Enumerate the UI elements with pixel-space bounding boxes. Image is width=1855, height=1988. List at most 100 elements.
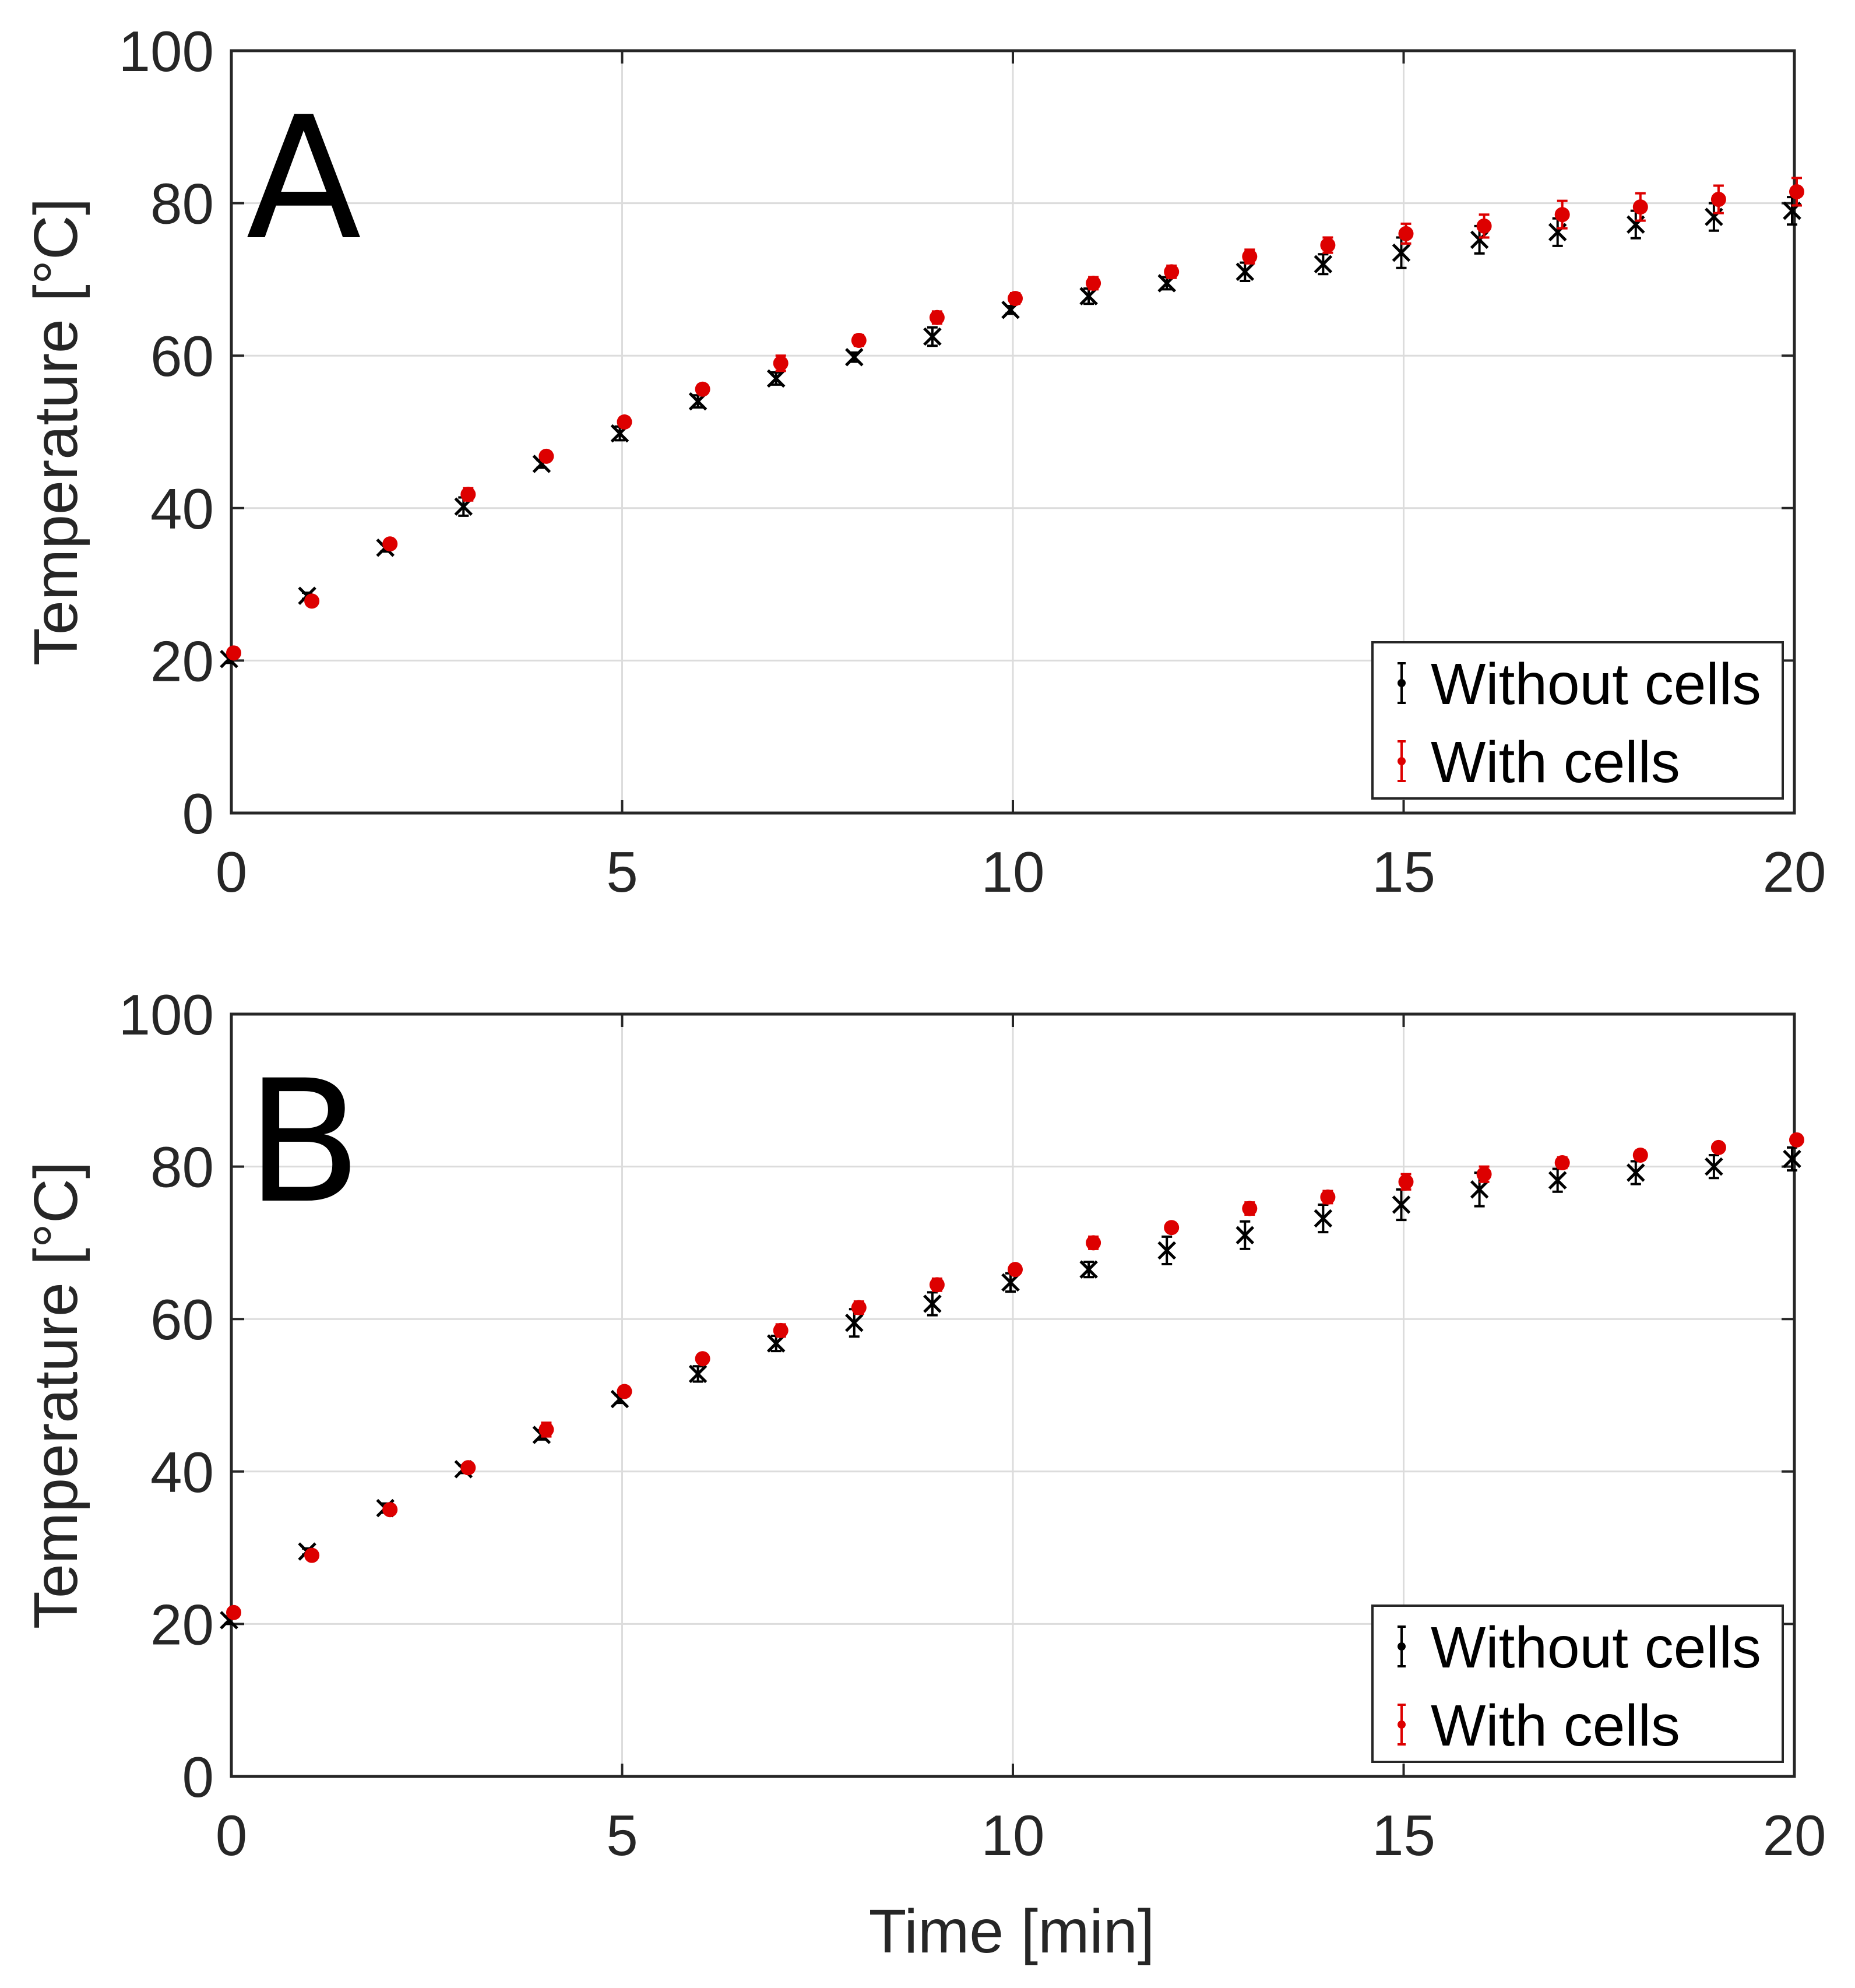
panel-a-y-tick-label: 0 — [182, 782, 214, 846]
panel-a-x-tick-label: 15 — [1372, 840, 1435, 904]
data-point-with-cells — [773, 356, 789, 371]
panel-b-y-tick-label: 80 — [150, 1135, 214, 1199]
panel-b-legend: Without cells With cells — [1371, 1605, 1784, 1763]
data-point-with-cells — [382, 1502, 398, 1518]
data-point-without-cells — [1548, 1171, 1567, 1190]
legend-marker-with-cells — [1398, 740, 1406, 782]
panel-a-chart: 0 5 10 15 20 0 20 40 60 80 100 Temperature [°C] A Wit… — [22, 19, 1826, 904]
panel-b-panel-label: B — [246, 1044, 362, 1241]
panel-b-x-tick-label: 15 — [1372, 1803, 1435, 1867]
data-point-without-cells — [1236, 262, 1255, 282]
panel-b-series-with-cells — [226, 1132, 1804, 1620]
panel-a-y-axis-title: Temperature [°C] — [22, 198, 90, 666]
data-point-with-cells — [1242, 249, 1258, 265]
panel-b-y-tick-label: 60 — [150, 1287, 214, 1352]
panel-b-legend-box — [1371, 1605, 1784, 1763]
data-point-with-cells — [1242, 1201, 1258, 1216]
data-point-with-cells — [538, 1421, 554, 1437]
data-point-without-cells — [1314, 255, 1333, 274]
data-point-with-cells — [1320, 1189, 1336, 1205]
panel-a-x-tick-label: 0 — [216, 840, 248, 904]
data-point-with-cells — [617, 414, 632, 430]
data-point-with-cells — [695, 381, 710, 397]
panel-a-legend: Without cells With cells — [1371, 641, 1784, 800]
data-point-without-cells — [1705, 1157, 1723, 1176]
data-point-with-cells — [1164, 1220, 1180, 1236]
data-point-with-cells — [851, 333, 867, 349]
data-point-without-cells — [766, 369, 786, 388]
data-point-without-cells — [1783, 1149, 1801, 1169]
data-point-without-cells — [1470, 1180, 1489, 1199]
panel-a-y-tick-label: 100 — [118, 19, 214, 83]
panel-b-chart: 0 5 10 15 20 0 20 40 60 80 100 Temperature [°C] B Wit… — [22, 983, 1826, 1867]
data-point-with-cells — [1554, 207, 1570, 223]
data-point-without-cells — [1627, 1163, 1645, 1182]
data-point-with-cells — [1632, 199, 1648, 215]
data-point-without-cells — [1079, 1260, 1098, 1279]
data-point-with-cells — [929, 1277, 945, 1293]
legend-marker-without-cells — [1398, 662, 1406, 704]
panel-a-x-tick-label: 5 — [606, 840, 638, 904]
data-point-without-cells — [1236, 1226, 1255, 1245]
data-point-with-cells — [226, 1605, 241, 1620]
data-point-with-cells — [929, 309, 945, 325]
panel-b-y-tick-label: 40 — [150, 1440, 214, 1504]
data-point-with-cells — [460, 487, 476, 502]
panel-b-y-tick-label: 20 — [150, 1592, 214, 1656]
data-point-with-cells — [617, 1384, 632, 1399]
legend-label-with-cells: With cells — [1431, 1693, 1680, 1758]
panel-a-y-tick-label: 40 — [150, 477, 214, 541]
panel-a-panel-label: A — [246, 81, 362, 277]
data-point-with-cells — [1476, 218, 1492, 234]
panel-a-y-tick-label: 60 — [150, 324, 214, 388]
data-point-with-cells — [1710, 1139, 1726, 1155]
data-point-with-cells — [304, 1547, 320, 1563]
data-point-with-cells — [1632, 1147, 1648, 1163]
panel-a-x-tick-label: 10 — [981, 840, 1044, 904]
data-point-with-cells — [1789, 1132, 1804, 1148]
panel-a-x-tick-label: 20 — [1762, 840, 1826, 904]
panel-b-x-tick-label: 0 — [216, 1803, 248, 1867]
legend-marker-with-cells — [1398, 1704, 1406, 1746]
data-point-with-cells — [1008, 1262, 1023, 1278]
data-point-with-cells — [695, 1351, 710, 1367]
legend-label-without-cells: Without cells — [1431, 652, 1761, 717]
data-point-with-cells — [1398, 226, 1414, 241]
data-point-with-cells — [1008, 291, 1023, 307]
legend-label-without-cells: Without cells — [1431, 1615, 1761, 1680]
data-point-with-cells — [304, 593, 320, 609]
data-point-with-cells — [1710, 192, 1726, 207]
data-point-without-cells — [845, 348, 864, 367]
data-point-without-cells — [923, 327, 942, 346]
panel-a-legend-box — [1371, 641, 1784, 800]
data-point-with-cells — [460, 1460, 476, 1476]
data-point-with-cells — [382, 536, 398, 552]
data-point-without-cells — [688, 1364, 707, 1384]
panel-a-series-with-cells — [226, 177, 1804, 661]
panel-a-y-tick-label: 20 — [150, 629, 214, 693]
data-point-with-cells — [1554, 1155, 1570, 1171]
data-point-with-cells — [1789, 184, 1804, 199]
data-point-with-cells — [1476, 1166, 1492, 1182]
data-point-with-cells — [1398, 1174, 1414, 1190]
panel-b-y-tick-label: 100 — [118, 983, 214, 1047]
panel-b-y-axis-title: Temperature [°C] — [22, 1162, 90, 1629]
panel-b-x-tick-label: 20 — [1762, 1803, 1826, 1867]
panel-b-series-without-cells — [220, 1146, 1801, 1630]
data-point-with-cells — [773, 1322, 789, 1338]
x-axis-title: Time [min] — [869, 1897, 1155, 1966]
data-point-with-cells — [851, 1300, 867, 1315]
data-point-without-cells — [1157, 1241, 1176, 1260]
data-point-without-cells — [1314, 1209, 1333, 1228]
data-point-with-cells — [1164, 264, 1180, 280]
panel-a-y-tick-label: 80 — [150, 172, 214, 236]
data-point-without-cells — [1392, 1195, 1411, 1214]
data-point-with-cells — [226, 645, 241, 661]
data-point-with-cells — [1320, 237, 1336, 253]
data-point-with-cells — [1086, 275, 1101, 291]
panel-b-x-tick-label: 5 — [606, 1803, 638, 1867]
data-point-without-cells — [923, 1294, 942, 1313]
data-point-without-cells — [1392, 243, 1411, 262]
legend-label-with-cells: With cells — [1431, 730, 1680, 795]
